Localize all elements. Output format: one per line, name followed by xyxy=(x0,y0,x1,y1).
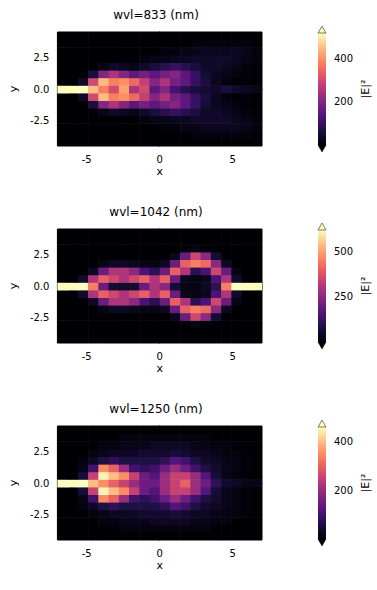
svg-text:0.0: 0.0 xyxy=(34,84,50,95)
svg-text:-5: -5 xyxy=(82,351,92,362)
svg-text:0: 0 xyxy=(157,351,163,362)
svg-text:|E|²: |E|² xyxy=(359,80,372,99)
svg-text:0: 0 xyxy=(157,154,163,165)
svg-text:-2.5: -2.5 xyxy=(30,312,50,323)
svg-text:x: x xyxy=(156,362,163,375)
svg-text:y: y xyxy=(7,85,20,92)
svg-text:wvl=1250 (nm): wvl=1250 (nm) xyxy=(109,402,202,416)
svg-text:5: 5 xyxy=(230,548,236,559)
svg-text:0: 0 xyxy=(157,548,163,559)
svg-text:500: 500 xyxy=(334,246,353,257)
svg-text:0.0: 0.0 xyxy=(34,281,50,292)
svg-text:400: 400 xyxy=(334,53,353,64)
svg-text:wvl=833 (nm): wvl=833 (nm) xyxy=(113,8,199,22)
svg-text:|E|²: |E|² xyxy=(359,277,372,296)
svg-text:400: 400 xyxy=(334,436,353,447)
svg-text:0.0: 0.0 xyxy=(34,478,50,489)
svg-text:x: x xyxy=(156,165,163,178)
svg-text:-2.5: -2.5 xyxy=(30,509,50,520)
svg-text:x: x xyxy=(156,559,163,572)
svg-text:|E|²: |E|² xyxy=(359,474,372,493)
svg-text:y: y xyxy=(7,479,20,486)
svg-text:200: 200 xyxy=(334,485,353,496)
svg-text:2.5: 2.5 xyxy=(34,52,50,63)
svg-text:wvl=1042 (nm): wvl=1042 (nm) xyxy=(109,205,202,219)
svg-text:200: 200 xyxy=(334,96,353,107)
svg-text:-5: -5 xyxy=(82,154,92,165)
svg-text:-5: -5 xyxy=(82,548,92,559)
svg-text:5: 5 xyxy=(230,154,236,165)
svg-text:-2.5: -2.5 xyxy=(30,115,50,126)
svg-text:5: 5 xyxy=(230,351,236,362)
svg-text:250: 250 xyxy=(334,291,353,302)
svg-text:y: y xyxy=(7,282,20,289)
svg-text:2.5: 2.5 xyxy=(34,249,50,260)
svg-text:2.5: 2.5 xyxy=(34,446,50,457)
